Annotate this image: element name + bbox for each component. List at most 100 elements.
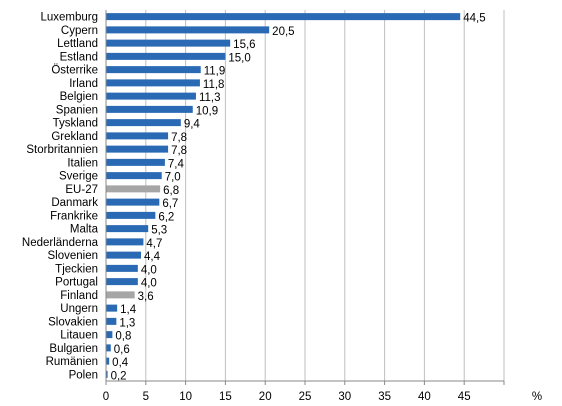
bar bbox=[106, 344, 111, 352]
x-tick-label: 25 bbox=[299, 391, 312, 403]
category-label: Grekland bbox=[51, 131, 98, 143]
data-label: 7,0 bbox=[165, 172, 181, 184]
x-tick-label: 5 bbox=[143, 391, 149, 403]
category-labels: LuxemburgCypernLettlandEstlandÖsterrikeI… bbox=[22, 12, 99, 382]
category-label: Tyskland bbox=[53, 118, 98, 130]
data-label: 6,8 bbox=[163, 185, 179, 197]
data-label: 1,4 bbox=[120, 304, 137, 316]
category-label: Litauen bbox=[60, 330, 98, 342]
data-label: 6,2 bbox=[158, 211, 174, 223]
category-label: Bulgarien bbox=[49, 343, 98, 355]
category-label: Irland bbox=[69, 78, 98, 90]
bar bbox=[106, 198, 160, 206]
data-label: 15,6 bbox=[233, 39, 255, 51]
x-axis: 0 5 10 15 20 25 30 35 40 45% bbox=[103, 10, 542, 403]
data-label: 7,8 bbox=[171, 132, 187, 144]
category-label: Luxemburg bbox=[40, 12, 98, 24]
data-label: 7,8 bbox=[171, 145, 187, 157]
grid-lines bbox=[145, 10, 505, 381]
data-label: 11,9 bbox=[204, 66, 226, 78]
bar bbox=[106, 357, 110, 365]
bar bbox=[106, 13, 461, 21]
bar bbox=[106, 132, 169, 140]
value-labels: 44,520,515,615,011,911,811,310,99,47,87,… bbox=[111, 13, 486, 383]
bar bbox=[106, 211, 156, 219]
bar bbox=[106, 185, 161, 193]
data-label: 10,9 bbox=[196, 105, 218, 117]
bar bbox=[106, 317, 117, 325]
data-label: 7,4 bbox=[168, 158, 185, 170]
data-label: 11,3 bbox=[199, 92, 221, 104]
x-tick-label: 20 bbox=[259, 391, 272, 403]
bar bbox=[106, 331, 113, 339]
x-tick-label: 40 bbox=[418, 391, 431, 403]
bar bbox=[106, 264, 138, 272]
category-label: Finland bbox=[60, 290, 98, 302]
data-label: 1,3 bbox=[119, 317, 135, 329]
category-label: Slovakien bbox=[48, 316, 98, 328]
category-label: Spanien bbox=[56, 104, 98, 116]
data-label: 0,2 bbox=[111, 370, 127, 382]
category-label: Danmark bbox=[51, 197, 98, 209]
category-label: Nederländerna bbox=[22, 237, 99, 249]
bar bbox=[106, 304, 118, 312]
category-label: EU-27 bbox=[65, 184, 98, 196]
x-tick-label: 0 bbox=[103, 391, 109, 403]
bar bbox=[106, 370, 108, 378]
bar bbox=[106, 172, 162, 180]
category-label: Ungern bbox=[60, 303, 98, 315]
bar bbox=[106, 278, 138, 286]
category-label: Portugal bbox=[55, 277, 98, 289]
bar bbox=[106, 238, 144, 246]
category-label: Sverige bbox=[59, 171, 98, 183]
x-axis-unit: % bbox=[532, 391, 542, 403]
data-label: 0,4 bbox=[112, 357, 129, 369]
bar bbox=[106, 291, 135, 299]
bar bbox=[106, 119, 181, 127]
bar bbox=[106, 92, 196, 100]
data-label: 4,7 bbox=[146, 238, 162, 250]
category-label: Lettland bbox=[57, 38, 98, 50]
bar bbox=[106, 52, 226, 60]
category-label: Italien bbox=[67, 157, 98, 169]
bar bbox=[106, 39, 231, 47]
data-label: 20,5 bbox=[272, 26, 294, 38]
data-label: 5,3 bbox=[151, 225, 167, 237]
x-tick-label: 15 bbox=[219, 391, 232, 403]
data-label: 4,4 bbox=[144, 251, 161, 263]
category-label: Cypern bbox=[61, 25, 98, 37]
bar bbox=[106, 26, 270, 34]
data-label: 4,0 bbox=[141, 264, 157, 276]
data-label: 9,4 bbox=[184, 119, 201, 131]
category-label: Frankrike bbox=[50, 210, 98, 222]
x-tick-label: 10 bbox=[179, 391, 192, 403]
data-label: 3,6 bbox=[138, 291, 154, 303]
data-label: 4,0 bbox=[141, 278, 157, 290]
category-label: Belgien bbox=[60, 91, 98, 103]
bar bbox=[106, 105, 193, 113]
category-label: Estland bbox=[60, 51, 98, 63]
category-label: Storbritannien bbox=[26, 144, 98, 156]
category-label: Tjeckien bbox=[55, 263, 98, 275]
bar bbox=[106, 251, 142, 259]
bar bbox=[106, 145, 169, 153]
data-label: 0,6 bbox=[114, 344, 130, 356]
data-label: 11,8 bbox=[203, 79, 225, 91]
category-label: Malta bbox=[70, 224, 99, 236]
data-label: 15,0 bbox=[228, 52, 250, 64]
x-tick-label: 35 bbox=[378, 391, 391, 403]
data-label: 44,5 bbox=[463, 13, 485, 25]
category-label: Slovenien bbox=[47, 250, 98, 262]
bar bbox=[106, 225, 149, 233]
category-label: Rumänien bbox=[46, 356, 98, 368]
x-tick-label: 45 bbox=[458, 391, 471, 403]
bars bbox=[106, 13, 461, 378]
data-label: 0,8 bbox=[115, 331, 131, 343]
bar bbox=[106, 66, 201, 74]
data-label: 6,7 bbox=[162, 198, 178, 210]
x-tick-label: 30 bbox=[338, 391, 351, 403]
bar bbox=[106, 158, 165, 166]
category-label: Österrike bbox=[51, 65, 98, 77]
category-label: Polen bbox=[69, 369, 98, 381]
